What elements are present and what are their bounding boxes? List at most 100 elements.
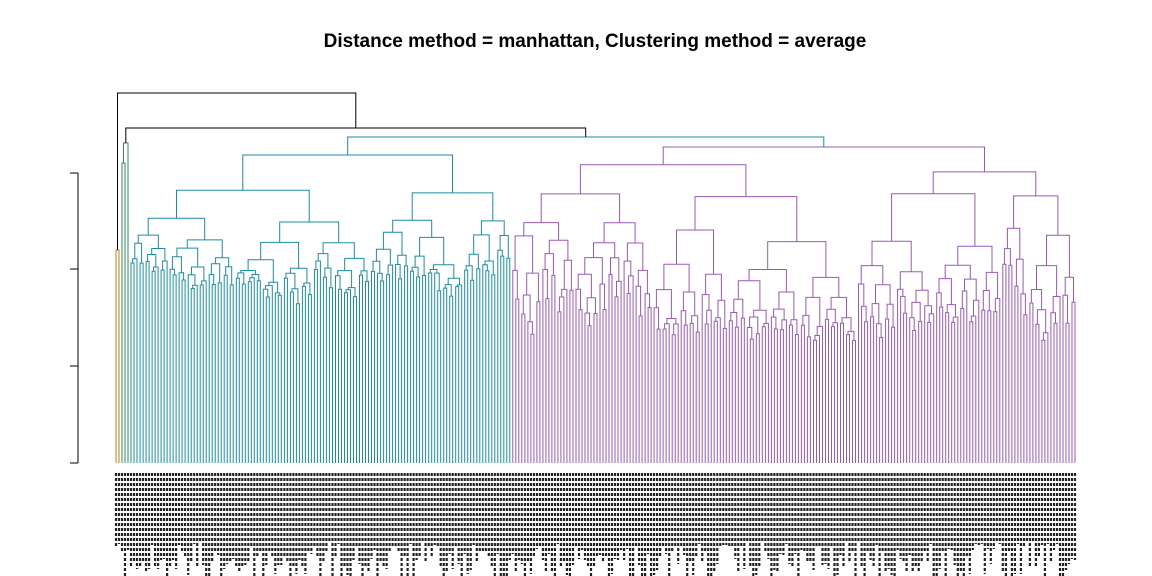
dendrogram-link (626, 242, 644, 271)
dendrogram-link (558, 296, 565, 463)
dendrogram-link (338, 288, 342, 463)
dendrogram-link (911, 301, 921, 322)
dendrogram-link (734, 326, 739, 463)
dendrogram-link (927, 321, 932, 463)
dendrogram-link (523, 222, 560, 241)
dendrogram-link (375, 248, 391, 266)
dendrogram-link (186, 239, 223, 258)
dendrogram-link (344, 257, 365, 271)
dendrogram-link (551, 274, 556, 463)
dendrogram-link (387, 264, 394, 463)
dendrogram-link (497, 249, 503, 463)
dendrogram-link (900, 295, 906, 463)
dendrogram-tree (115, 92, 1076, 463)
dendrogram-link (830, 296, 847, 318)
dendrogram-link (295, 303, 300, 463)
dendrogram-link (584, 312, 590, 463)
dendrogram-link (449, 295, 454, 463)
dendrogram-link (864, 321, 869, 463)
dendrogram-link (522, 294, 531, 322)
dendrogram-link (274, 292, 281, 463)
dendrogram-link (377, 272, 383, 463)
dendrogram-link (1002, 263, 1007, 463)
dendrogram-link (447, 277, 460, 285)
dendrogram-link (671, 334, 676, 463)
dendrogram-link (800, 324, 805, 463)
dendrogram-link (515, 298, 520, 463)
dendrogram-link (994, 298, 1001, 463)
dendrogram-link (936, 292, 942, 463)
dendrogram-link (960, 308, 965, 463)
dendrogram-link (225, 266, 233, 285)
dendrogram-link (599, 283, 605, 463)
dendrogram-link (1008, 264, 1013, 463)
dendrogram-link (153, 266, 159, 463)
dendrogram-link (380, 280, 385, 463)
dendrogram-link (506, 257, 511, 463)
dendrogram-link (875, 284, 891, 305)
dendrogram-link (970, 315, 977, 463)
dendrogram-link (626, 292, 631, 463)
dendrogram-link (928, 313, 935, 463)
dendrogram-link (171, 256, 182, 273)
dendrogram-link (414, 255, 425, 276)
dendrogram-link (1014, 285, 1019, 463)
dendrogram-link (909, 317, 915, 463)
dendrogram-link (767, 241, 827, 278)
dendrogram-link (813, 339, 817, 463)
dendrogram-link (715, 317, 721, 463)
dendrogram-link (713, 320, 718, 463)
dendrogram-link (578, 309, 583, 463)
dendrogram-link (347, 287, 356, 297)
chart-title: Distance method = manhattan, Clustering … (324, 31, 867, 52)
dendrogram-link (1071, 301, 1076, 463)
dendrogram-link (761, 326, 766, 463)
dendrogram-link (879, 337, 884, 463)
dendrogram-link (482, 264, 488, 463)
dendrogram-link (162, 260, 168, 463)
dendrogram-link (256, 280, 261, 463)
dendrogram-link (939, 306, 944, 463)
dendrogram-link (315, 260, 321, 463)
dendrogram-link (500, 255, 505, 463)
dendrogram-link (586, 297, 596, 314)
dendrogram-link (705, 273, 722, 301)
dendrogram-link (608, 274, 613, 463)
dendrogram-link (485, 270, 490, 463)
dendrogram-link (422, 275, 427, 463)
dendrogram-link (663, 263, 690, 292)
dendrogram-link (945, 312, 950, 463)
dendrogram-link (371, 270, 375, 463)
dendrogram-link (802, 314, 810, 337)
dendrogram-link (235, 277, 240, 463)
dendrogram-link (932, 171, 1037, 196)
dendrogram-link (169, 268, 176, 463)
dendrogram-link (647, 307, 652, 463)
dendrogram-link (952, 316, 959, 463)
dendrogram-link (628, 275, 634, 463)
dendrogram-link (190, 288, 195, 463)
dendrogram-link (229, 284, 234, 463)
dendrogram-link (680, 310, 687, 463)
dendrogram-link (557, 311, 562, 463)
dendrogram-link (530, 333, 535, 463)
dendrogram-link (961, 290, 968, 463)
dendrogram-link (289, 267, 308, 283)
dendrogram-link (985, 271, 999, 299)
dendrogram-link (689, 322, 694, 463)
dendrogram-link (201, 280, 207, 463)
dendrogram-link (1046, 234, 1070, 278)
dendrogram-link (584, 257, 603, 285)
dendrogram-link (755, 333, 760, 463)
dendrogram-link (139, 262, 144, 463)
dendrogram-link (662, 146, 985, 172)
dendrogram-link (891, 193, 976, 247)
dendrogram-link (993, 311, 998, 463)
dendrogram-link (691, 315, 699, 333)
dendrogram-link (545, 298, 550, 463)
dendrogram-link (912, 330, 917, 463)
dendrogram-link (359, 274, 363, 463)
dendrogram-link (653, 307, 660, 463)
dendrogram-link (682, 291, 696, 316)
dendrogram-link (210, 263, 221, 283)
